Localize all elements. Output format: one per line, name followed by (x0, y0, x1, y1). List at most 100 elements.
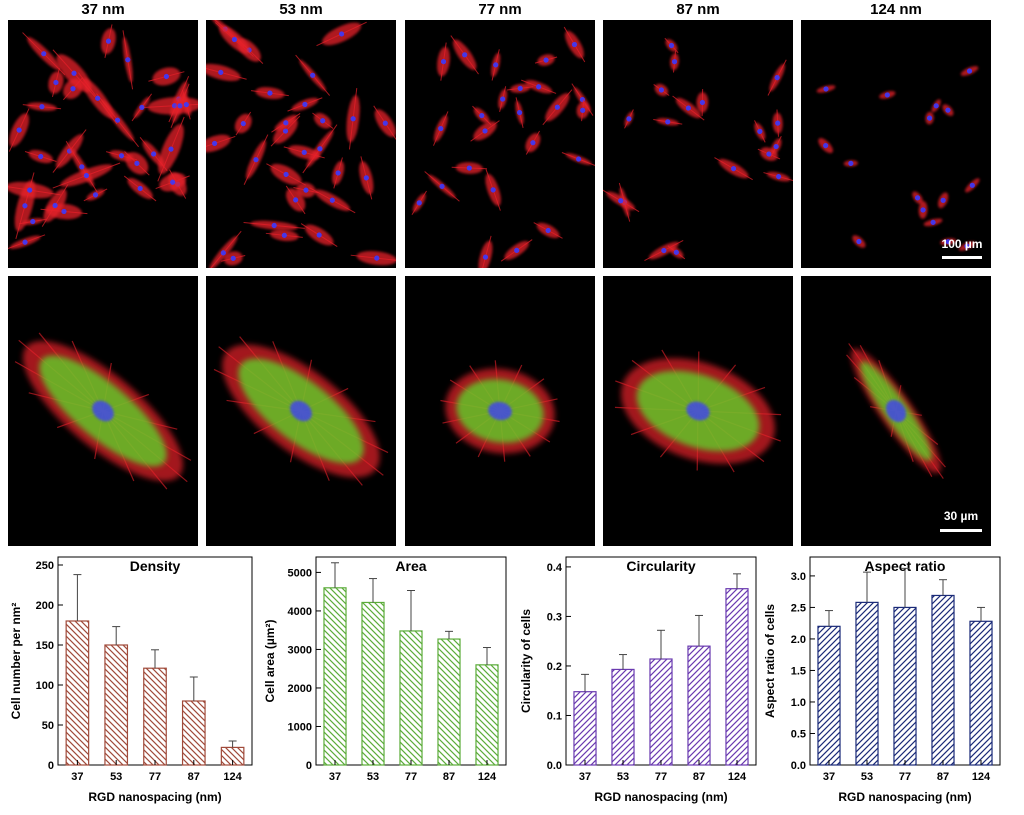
column-title: 124 nm (870, 1, 922, 18)
chart-title: Circularity (626, 558, 695, 574)
y-tick-label: 0.0 (547, 760, 562, 772)
x-tick-label: 87 (937, 771, 949, 783)
scalebar-100um: 100 µm (942, 237, 983, 259)
micrograph-single-cell (405, 276, 595, 546)
x-tick-label: 53 (861, 771, 873, 783)
y-tick-label: 0.4 (547, 562, 563, 574)
column-title: 37 nm (81, 1, 124, 18)
y-tick-label: 100 (36, 680, 54, 692)
micrograph-single-cell (206, 276, 396, 546)
scalebar-30um: 30 µm (940, 509, 982, 532)
micrograph-overview (206, 20, 396, 268)
y-tick-label: 0.2 (547, 661, 562, 673)
y-tick-label: 4000 (288, 606, 312, 618)
x-axis-label: RGD nanospacing (nm) (594, 790, 727, 804)
bar (475, 664, 499, 766)
chart-circularity: Circularity 0.0 0.1 0.2 0.3 0.4 Circularity of… (519, 556, 757, 804)
column-title: 77 nm (478, 1, 521, 18)
micrograph-single-cell (8, 276, 198, 546)
bar (573, 691, 597, 766)
x-tick-label: 53 (110, 771, 122, 783)
y-tick-label: 200 (36, 600, 54, 612)
chart-title: Density (130, 558, 181, 574)
y-tick-label: 5000 (288, 567, 312, 579)
x-tick-label: 77 (405, 771, 417, 783)
y-tick-label: 0 (48, 760, 54, 772)
bar (893, 606, 917, 766)
x-tick-label: 77 (149, 771, 161, 783)
y-tick-label: 3.0 (791, 571, 806, 583)
x-axis-label: RGD nanospacing (nm) (838, 790, 971, 804)
bar (399, 630, 423, 766)
y-tick-label: 1000 (288, 721, 312, 733)
y-axis-label: Circularity of cells (519, 609, 533, 713)
column-title: 87 nm (676, 1, 719, 18)
micrograph-single-cell (801, 276, 991, 546)
bar (649, 658, 673, 766)
y-tick-label: 0.1 (547, 710, 562, 722)
y-tick-label: 1.0 (791, 697, 806, 709)
micrograph-overview (603, 20, 793, 268)
bar (725, 588, 749, 766)
charts: Density 0 50 100 150 200 250 Cell number per nm… (9, 556, 1001, 804)
chart-title: Area (395, 558, 426, 574)
y-tick-label: 50 (42, 720, 54, 732)
x-tick-label: 53 (617, 771, 629, 783)
x-tick-label: 77 (899, 771, 911, 783)
bar (65, 620, 90, 766)
bar (687, 645, 711, 766)
scalebar-label: 100 µm (942, 237, 983, 251)
x-axis-label: RGD nanospacing (nm) (88, 790, 221, 804)
bar (611, 668, 635, 766)
x-tick-label: 124 (728, 771, 747, 783)
bar (104, 644, 129, 766)
bar (437, 638, 461, 766)
x-tick-label: 37 (71, 771, 83, 783)
y-tick-label: 2000 (288, 683, 312, 695)
micrographs: 37 nm 53 nm 77 nm 87 nm 124 nm 100 µm 30 µm (8, 1, 991, 546)
y-tick-label: 0.0 (791, 760, 806, 772)
bar (361, 601, 385, 766)
bar (323, 587, 347, 766)
micrograph-overview (801, 20, 991, 268)
y-tick-label: 250 (36, 560, 54, 572)
chart-aspect-ratio: Aspect ratio 0.0 0.5 1.0 1.5 2.0 2.5 3.0 Aspect … (763, 556, 1001, 804)
x-tick-label: 124 (223, 771, 242, 783)
y-tick-label: 150 (36, 640, 54, 652)
y-tick-label: 0 (306, 760, 312, 772)
bar (969, 620, 993, 766)
y-tick-label: 3000 (288, 644, 312, 656)
x-tick-label: 124 (972, 771, 991, 783)
bar (143, 667, 167, 766)
x-tick-label: 37 (329, 771, 341, 783)
micrograph-overview (8, 20, 198, 268)
micrograph-overview (405, 20, 595, 268)
x-tick-label: 87 (693, 771, 705, 783)
x-tick-label: 53 (367, 771, 379, 783)
chart-area: Area 0 1000 2000 3000 4000 5000 Cell area (µm²)… (263, 556, 507, 783)
chart-density: Density 0 50 100 150 200 250 Cell number per nm… (9, 556, 253, 804)
y-tick-label: 2.0 (791, 634, 806, 646)
bar (181, 700, 206, 766)
x-tick-label: 87 (188, 771, 200, 783)
bar (931, 594, 955, 766)
x-tick-label: 37 (579, 771, 591, 783)
y-axis-label: Cell number per nm² (9, 603, 23, 720)
chart-title: Aspect ratio (865, 558, 946, 574)
x-tick-label: 87 (443, 771, 455, 783)
y-tick-label: 2.5 (791, 602, 806, 614)
y-tick-label: 0.3 (547, 611, 562, 623)
column-title: 53 nm (279, 1, 322, 18)
x-tick-label: 37 (823, 771, 835, 783)
y-axis-label: Cell area (µm²) (263, 620, 277, 703)
scalebar-label: 30 µm (944, 509, 978, 523)
bar (817, 625, 841, 766)
y-tick-label: 1.5 (791, 665, 806, 677)
bar (855, 601, 879, 766)
y-axis-label: Aspect ratio of cells (763, 604, 777, 718)
x-tick-label: 124 (478, 771, 497, 783)
y-tick-label: 0.5 (791, 728, 806, 740)
micrograph-single-cell (603, 276, 793, 546)
x-tick-label: 77 (655, 771, 667, 783)
